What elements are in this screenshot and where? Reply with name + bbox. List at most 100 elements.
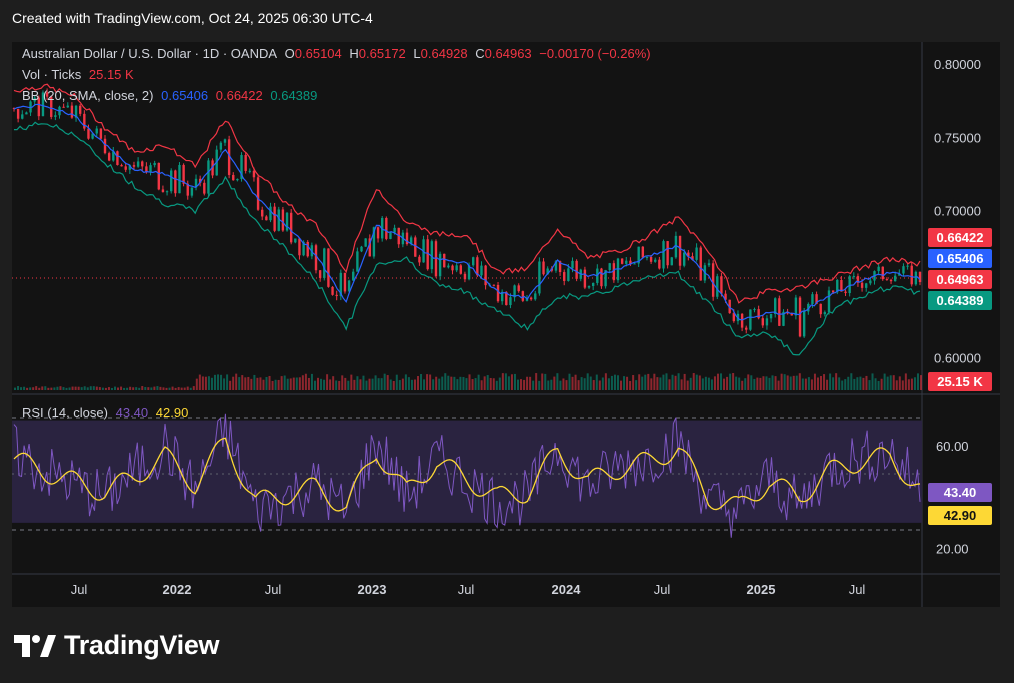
volume-bar	[629, 380, 632, 390]
volume-bar	[641, 376, 644, 390]
bb-upper-line	[13, 83, 921, 304]
volume-bar	[886, 376, 889, 390]
rsi-ma-line	[13, 437, 921, 512]
volume-bar	[859, 376, 862, 390]
volume-bar	[123, 387, 126, 390]
rsi-legend[interactable]: RSI (14, close) 43.40 42.90	[22, 405, 192, 420]
volume-bar	[720, 373, 723, 390]
time-tick-label: 2023	[358, 582, 387, 597]
volume-bar	[226, 374, 229, 390]
volume-bar	[335, 380, 338, 390]
candle-body	[848, 276, 851, 294]
volume-bar	[883, 373, 886, 390]
volume-bar	[604, 373, 607, 390]
candle-body	[807, 303, 810, 312]
volume-bar	[129, 386, 132, 390]
volume-bar	[326, 374, 329, 390]
bb-lower-value: 0.64389	[270, 88, 318, 103]
candle-body	[517, 285, 520, 292]
candle-body	[649, 256, 653, 262]
volume-bar	[853, 378, 856, 390]
candle-body	[906, 265, 909, 267]
candle-body	[314, 245, 318, 271]
tradingview-logo[interactable]: TradingView	[14, 630, 220, 661]
candle-body	[368, 238, 371, 257]
volume-bar	[389, 379, 392, 390]
volume-bar	[910, 378, 913, 390]
volume-bar	[71, 386, 74, 390]
volume-bar	[868, 380, 871, 390]
candle-body	[141, 161, 144, 167]
volume-bar	[210, 377, 213, 390]
candle-body	[476, 257, 479, 276]
candle-body	[687, 252, 690, 257]
candle-body	[563, 272, 566, 281]
candle-body	[198, 178, 202, 183]
volume-bar	[356, 376, 359, 390]
candle-body	[430, 241, 434, 270]
candle-body	[145, 166, 148, 173]
candle-body	[347, 280, 351, 292]
volume-bar	[592, 380, 595, 390]
time-tick-label: 2025	[747, 582, 776, 597]
candle-body	[265, 216, 268, 221]
candle-body	[674, 235, 678, 258]
candle-body	[472, 257, 475, 266]
volume-bar	[92, 386, 95, 390]
rsi-axis-labels: 60.00 20.00	[936, 439, 969, 556]
volume-bar	[262, 379, 265, 390]
candle-body	[389, 232, 392, 239]
volume-bar	[862, 377, 865, 390]
volume-bar	[501, 373, 504, 390]
candle-body	[500, 291, 504, 302]
volume-bar	[741, 380, 744, 390]
rsi-band-fill	[12, 420, 922, 523]
volume-bar	[329, 379, 332, 390]
volume-bar	[677, 373, 680, 390]
time-tick-label: Jul	[71, 582, 88, 597]
volume-bar	[477, 374, 480, 390]
symbol-legend[interactable]: Australian Dollar / U.S. Dollar · 1D · O…	[22, 46, 655, 61]
volume-bar	[838, 377, 841, 390]
volume-bar	[80, 387, 83, 390]
volume-legend[interactable]: Vol · Ticks 25.15 K	[22, 67, 138, 82]
volume-bar	[429, 374, 432, 390]
volume-bar	[141, 386, 144, 390]
volume-bar	[559, 380, 562, 390]
volume-bar	[368, 378, 371, 390]
volume-bar	[750, 375, 753, 390]
volume-bar	[835, 373, 838, 390]
candle-body	[459, 265, 462, 274]
candle-body	[480, 265, 483, 276]
volume-bar	[713, 376, 716, 390]
volume-price-tag: 25.15 K	[928, 372, 992, 391]
volume-bar	[380, 378, 383, 390]
volume-bar	[238, 377, 241, 390]
volume-bar	[698, 375, 701, 390]
candle-body	[641, 246, 645, 258]
bb-legend[interactable]: BB (20, SMA, close, 2) 0.65406 0.66422 0…	[22, 88, 321, 103]
volume-bar	[147, 387, 150, 390]
bb-lower-line	[13, 121, 921, 356]
volume-bar	[241, 375, 244, 390]
upper-band-price-tag: 0.66422	[928, 228, 992, 247]
time-tick-label: 2024	[552, 582, 582, 597]
volume-bar	[232, 376, 235, 390]
volume-bar	[292, 377, 295, 390]
candle-body	[790, 313, 793, 316]
volume-bar	[441, 376, 444, 390]
candle-body	[153, 162, 156, 166]
volume-bar	[650, 378, 653, 390]
volume-bar	[583, 378, 586, 390]
candle-body	[753, 309, 756, 311]
volume-bar	[783, 374, 786, 390]
candle-body	[112, 151, 115, 161]
rsi-tick-label: 60.00	[936, 439, 969, 454]
volume-bar	[47, 387, 50, 390]
volume-bar	[877, 380, 880, 390]
candle-body	[840, 279, 843, 292]
volume-bar	[544, 373, 547, 390]
volume-bar	[635, 380, 638, 390]
volume-bar	[729, 373, 732, 390]
